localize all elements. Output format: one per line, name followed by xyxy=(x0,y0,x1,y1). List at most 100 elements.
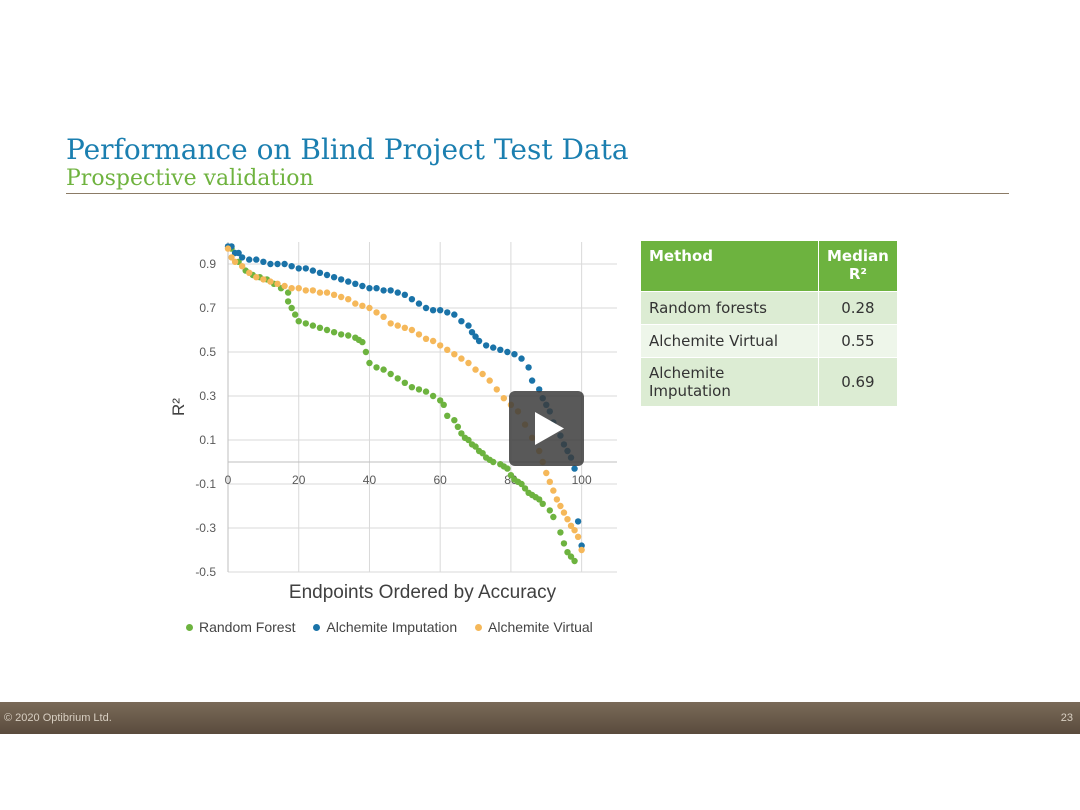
table-cell-value: 0.28 xyxy=(818,291,898,325)
point-random-forest xyxy=(323,326,331,334)
point-alchemite-imputation xyxy=(465,322,472,329)
point-random-forest xyxy=(557,529,564,536)
legend-dot-alchemite-imputation xyxy=(313,623,321,631)
x-tick-label: 100 xyxy=(572,473,592,487)
point-random-forest xyxy=(330,329,338,336)
point-alchemite-virtual xyxy=(408,326,416,334)
y-tick-label: -0.5 xyxy=(195,565,216,579)
point-random-forest xyxy=(444,412,451,419)
legend-item-alchemite-virtual: Alchemite Virtual xyxy=(475,619,593,635)
point-alchemite-imputation xyxy=(482,342,490,349)
table-row: Alchemite Imputation 0.69 xyxy=(640,357,898,407)
point-random-forest xyxy=(415,386,423,393)
point-alchemite-imputation xyxy=(380,287,387,294)
point-alchemite-virtual xyxy=(295,285,302,292)
point-alchemite-virtual xyxy=(415,331,423,338)
point-alchemite-imputation xyxy=(504,348,511,356)
title-divider xyxy=(66,193,1009,194)
point-alchemite-imputation xyxy=(281,260,288,268)
point-alchemite-virtual xyxy=(543,469,550,477)
point-random-forest xyxy=(288,304,295,312)
point-alchemite-virtual xyxy=(546,478,554,485)
y-tick-label: 0.5 xyxy=(199,345,216,359)
point-alchemite-virtual xyxy=(337,293,345,301)
point-random-forest xyxy=(521,485,529,492)
point-alchemite-virtual xyxy=(352,300,359,307)
point-random-forest xyxy=(518,480,525,488)
point-alchemite-imputation xyxy=(373,285,380,292)
point-alchemite-imputation xyxy=(253,256,260,263)
point-random-forest xyxy=(571,557,578,565)
point-alchemite-imputation xyxy=(394,289,401,296)
point-alchemite-imputation xyxy=(330,274,338,281)
point-alchemite-virtual xyxy=(228,254,235,261)
point-alchemite-virtual xyxy=(578,546,585,554)
x-tick-label: 40 xyxy=(363,473,377,487)
point-random-forest xyxy=(284,289,292,296)
point-alchemite-virtual xyxy=(366,304,373,312)
point-alchemite-imputation xyxy=(345,278,352,285)
point-alchemite-imputation xyxy=(436,307,444,314)
point-alchemite-imputation xyxy=(387,287,394,294)
x-tick-label: 20 xyxy=(292,473,306,487)
point-alchemite-virtual xyxy=(493,386,500,393)
point-alchemite-imputation xyxy=(422,304,430,312)
point-alchemite-virtual xyxy=(302,287,309,294)
point-alchemite-virtual xyxy=(479,370,486,378)
point-alchemite-virtual xyxy=(260,276,267,283)
point-alchemite-virtual xyxy=(429,337,437,345)
point-alchemite-imputation xyxy=(451,311,458,318)
point-alchemite-imputation xyxy=(323,271,331,279)
y-tick-label: -0.1 xyxy=(195,477,216,491)
slide-title: Performance on Blind Project Test Data xyxy=(66,133,629,166)
y-tick-label: 0.9 xyxy=(199,257,216,271)
point-random-forest xyxy=(316,324,324,331)
chart-legend: Random Forest Alchemite Imputation Alche… xyxy=(186,619,607,635)
point-alchemite-virtual xyxy=(500,395,508,402)
y-axis-label: R² xyxy=(169,398,188,416)
median-r2-table: Method Median R² Random forests 0.28 Alc… xyxy=(640,240,898,407)
legend-label-random-forest: Random Forest xyxy=(199,619,296,635)
table-cell-value: 0.69 xyxy=(818,357,898,407)
point-random-forest xyxy=(302,320,309,327)
point-random-forest xyxy=(345,332,352,339)
point-alchemite-virtual xyxy=(373,309,380,316)
point-alchemite-virtual xyxy=(281,282,288,290)
table-row: Random forests 0.28 xyxy=(640,291,898,325)
point-random-forest xyxy=(337,331,345,338)
table-cell-method: Alchemite Imputation xyxy=(640,357,819,407)
point-alchemite-virtual xyxy=(323,289,331,296)
point-alchemite-virtual xyxy=(401,324,409,331)
point-alchemite-imputation xyxy=(295,265,302,272)
play-icon xyxy=(535,412,564,445)
point-random-forest xyxy=(560,540,568,547)
video-play-button[interactable] xyxy=(509,391,584,466)
slide-number: 23 xyxy=(1060,712,1073,724)
point-alchemite-virtual xyxy=(231,258,239,265)
point-alchemite-virtual xyxy=(345,296,352,303)
point-random-forest xyxy=(567,553,575,560)
point-alchemite-imputation xyxy=(475,337,483,345)
point-alchemite-virtual xyxy=(458,355,465,362)
legend-label-alchemite-imputation: Alchemite Imputation xyxy=(326,619,458,635)
slide-subtitle: Prospective validation xyxy=(66,166,314,191)
point-random-forest xyxy=(295,318,302,325)
point-random-forest xyxy=(362,348,370,356)
point-alchemite-virtual xyxy=(557,502,564,510)
point-alchemite-imputation xyxy=(574,518,582,525)
legend-dot-random-forest xyxy=(186,623,193,631)
point-alchemite-imputation xyxy=(267,260,274,268)
point-random-forest xyxy=(504,465,511,472)
footer-copyright: © 2020 Optibrium Ltd. xyxy=(4,712,112,724)
point-alchemite-virtual xyxy=(451,351,458,358)
point-alchemite-virtual xyxy=(274,280,281,287)
point-random-forest xyxy=(454,423,462,430)
point-alchemite-imputation xyxy=(337,276,345,283)
point-alchemite-virtual xyxy=(550,487,557,494)
point-random-forest xyxy=(472,443,479,450)
point-alchemite-virtual xyxy=(465,359,472,367)
x-tick-label: 0 xyxy=(225,473,232,487)
point-alchemite-imputation xyxy=(309,267,317,274)
point-alchemite-virtual xyxy=(288,285,295,292)
point-alchemite-virtual xyxy=(238,263,246,270)
